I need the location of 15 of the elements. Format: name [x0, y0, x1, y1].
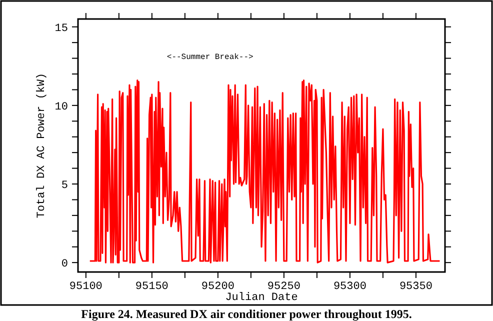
y-tick-label: 10: [54, 101, 68, 114]
x-tick-label: 95150: [135, 281, 168, 293]
caption: Figure 24. Measured DX air conditioner power throughout 1995.: [81, 307, 412, 321]
x-tick-label: 95250: [267, 281, 300, 293]
x-tick-label: 95350: [399, 281, 432, 293]
x-tick-label: 95100: [69, 281, 102, 293]
x-axis-title: Julian Date: [225, 292, 298, 304]
x-tick-label: 95300: [333, 281, 366, 293]
x-tick-label: 95200: [201, 281, 234, 293]
line-series: [89, 79, 441, 264]
annotation: <--Summer Break-->: [166, 53, 254, 62]
y-axis-title: Total DX AC Power (kW): [36, 72, 48, 218]
y-tick-label: 5: [61, 180, 68, 192]
y-tick-label: 0: [61, 258, 68, 271]
y-tick-label: 15: [54, 22, 68, 35]
